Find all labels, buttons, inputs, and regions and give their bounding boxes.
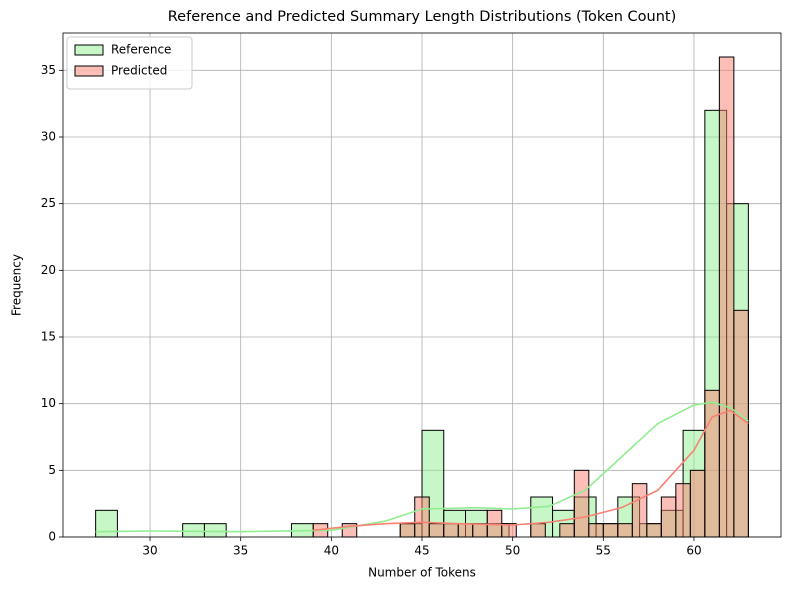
bar xyxy=(718,56,735,538)
y-tick-label: 0 xyxy=(48,530,56,544)
y-tick-label: 20 xyxy=(41,263,56,277)
plot-frame xyxy=(62,32,782,538)
x-tick-label: 60 xyxy=(686,544,701,558)
bar xyxy=(95,509,118,538)
kde-line xyxy=(95,401,749,533)
bar xyxy=(602,523,619,538)
bar xyxy=(660,496,677,538)
kde-line xyxy=(313,409,749,532)
y-axis-label: Frequency xyxy=(10,254,24,316)
bar xyxy=(646,523,662,538)
bar xyxy=(617,523,633,538)
bar xyxy=(203,523,227,538)
legend-label: Predicted xyxy=(111,64,167,78)
legend-swatch xyxy=(74,65,104,77)
y-tick-label: 5 xyxy=(48,463,56,477)
bar xyxy=(733,309,749,538)
bar xyxy=(457,523,474,538)
y-tick-label: 15 xyxy=(41,330,56,344)
x-axis-label: Number of Tokens xyxy=(368,566,476,580)
chart-title: Reference and Predicted Summary Length D… xyxy=(168,9,677,25)
bar xyxy=(689,469,706,538)
legend-label: Reference xyxy=(111,43,171,57)
y-tick-label: 35 xyxy=(41,63,56,77)
x-tick-label: 35 xyxy=(233,544,248,558)
bar xyxy=(428,523,445,538)
bar xyxy=(443,523,459,538)
x-tick-label: 40 xyxy=(324,544,339,558)
bar xyxy=(530,523,546,538)
x-tick-label: 50 xyxy=(505,544,520,558)
bar xyxy=(182,523,205,538)
bar xyxy=(588,523,604,538)
bar xyxy=(559,523,575,538)
bar xyxy=(573,469,590,538)
bar xyxy=(414,496,430,538)
x-tick-label: 45 xyxy=(414,544,429,558)
y-tick-label: 25 xyxy=(41,196,56,210)
bar xyxy=(704,389,720,538)
x-tick-label: 55 xyxy=(596,544,611,558)
bar xyxy=(675,483,691,538)
bar xyxy=(631,483,648,538)
bar xyxy=(472,523,488,538)
y-tick-label: 30 xyxy=(41,130,56,144)
bar xyxy=(399,523,416,538)
x-tick-label: 30 xyxy=(142,544,157,558)
legend: Reference Predicted xyxy=(66,36,193,90)
legend-swatch xyxy=(74,44,104,56)
y-tick-label: 10 xyxy=(41,396,56,410)
